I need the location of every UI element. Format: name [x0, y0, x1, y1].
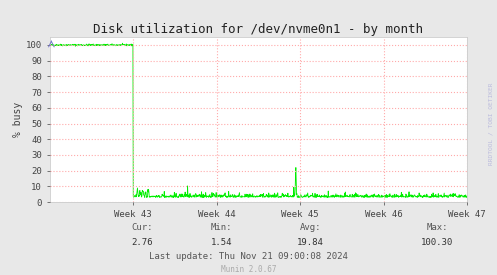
- Title: Disk utilization for /dev/nvme0n1 - by month: Disk utilization for /dev/nvme0n1 - by m…: [93, 23, 423, 36]
- Text: Last update: Thu Nov 21 09:00:08 2024: Last update: Thu Nov 21 09:00:08 2024: [149, 252, 348, 261]
- Text: 1.54: 1.54: [210, 238, 232, 247]
- Text: Min:: Min:: [210, 223, 232, 232]
- Text: 19.84: 19.84: [297, 238, 324, 247]
- Text: 2.76: 2.76: [131, 238, 153, 247]
- Y-axis label: % busy: % busy: [13, 102, 23, 137]
- Text: 100.30: 100.30: [421, 238, 453, 247]
- Text: Max:: Max:: [426, 223, 448, 232]
- Text: Munin 2.0.67: Munin 2.0.67: [221, 265, 276, 274]
- Text: Avg:: Avg:: [300, 223, 322, 232]
- Text: Cur:: Cur:: [131, 223, 153, 232]
- Text: RRDTOOL / TOBI OETIKER: RRDTOOL / TOBI OETIKER: [489, 82, 494, 165]
